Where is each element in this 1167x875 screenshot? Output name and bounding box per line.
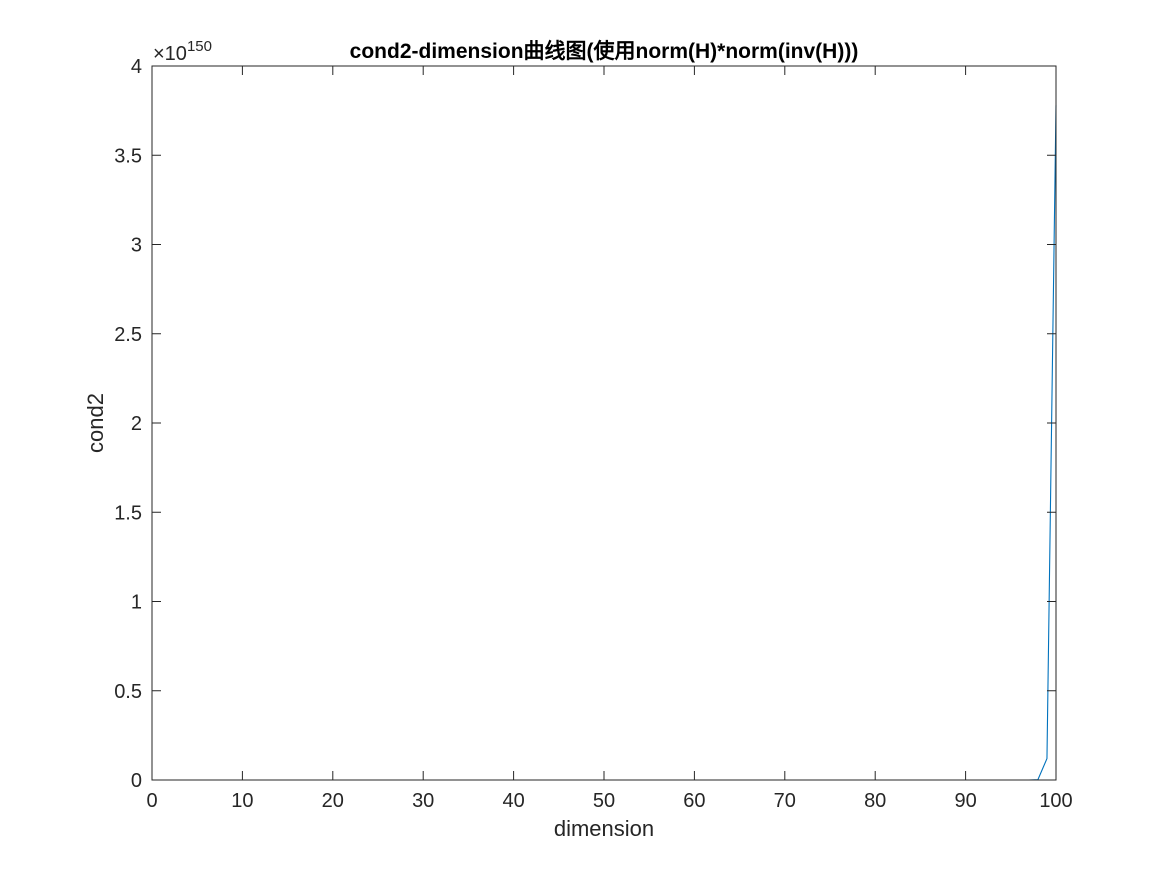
y-tick-label: 4 [131, 56, 142, 78]
x-tick-label: 90 [954, 790, 976, 812]
x-axis-label: dimension [554, 816, 654, 841]
y-axis: 0 0.5 1 1.5 2 2.5 3 3.5 4 [114, 56, 1056, 792]
x-tick-label: 70 [774, 790, 796, 812]
y-tick-label: 0 [131, 770, 142, 792]
x-tick-label: 20 [322, 790, 344, 812]
y-tick-label: 2.5 [114, 324, 142, 346]
y-tick-label: 1.5 [114, 502, 142, 524]
x-tick-label: 40 [502, 790, 524, 812]
y-axis-label: cond2 [83, 393, 108, 453]
y-tick-label: 3 [131, 235, 142, 257]
y-tick-label: 1 [131, 592, 142, 614]
x-tick-label: 50 [593, 790, 615, 812]
x-tick-label: 80 [864, 790, 886, 812]
y-exponent-base: ×10 [153, 43, 187, 65]
y-tick-label: 2 [131, 413, 142, 435]
chart-title: cond2-dimension曲线图(使用norm(H)*norm(inv(H)… [350, 39, 859, 63]
y-tick-label: 0.5 [114, 681, 142, 703]
y-tick-label: 3.5 [114, 145, 142, 167]
x-tick-label: 60 [683, 790, 705, 812]
x-tick-label: 0 [146, 790, 157, 812]
y-exponent-power: 150 [187, 38, 212, 55]
x-tick-label: 10 [231, 790, 253, 812]
x-axis: 0 10 20 30 40 50 60 70 80 90 100 [146, 66, 1073, 812]
y-exponent-label: ×10150 [153, 38, 212, 65]
x-tick-label: 100 [1039, 790, 1072, 812]
plot-area [152, 66, 1056, 780]
x-tick-label: 30 [412, 790, 434, 812]
